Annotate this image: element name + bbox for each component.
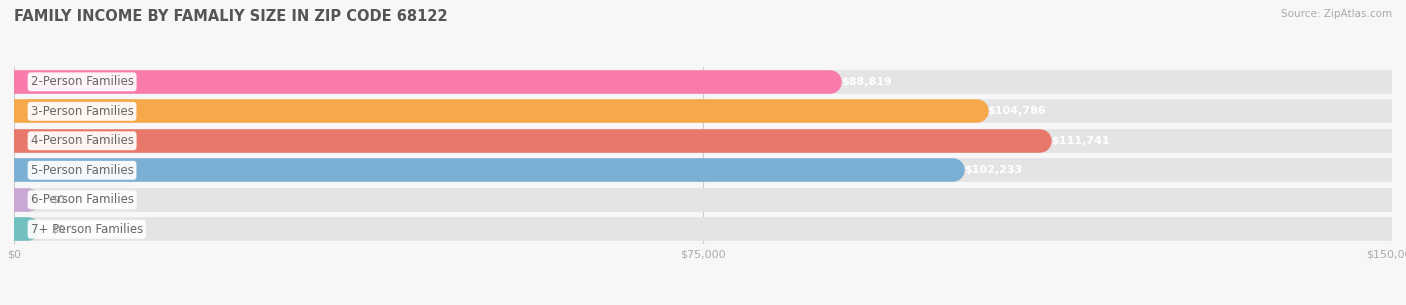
Text: FAMILY INCOME BY FAMALIY SIZE IN ZIP CODE 68122: FAMILY INCOME BY FAMALIY SIZE IN ZIP COD… [14,9,447,24]
Text: 7+ Person Families: 7+ Person Families [31,223,143,236]
Text: 5-Person Families: 5-Person Families [31,164,134,177]
Text: $0: $0 [51,224,65,234]
Text: 6-Person Families: 6-Person Families [31,193,134,206]
Text: $111,741: $111,741 [1052,136,1111,146]
Text: 4-Person Families: 4-Person Families [31,134,134,147]
Text: $0: $0 [51,195,65,205]
Text: $88,819: $88,819 [841,77,891,87]
Text: $102,233: $102,233 [965,165,1022,175]
Text: 3-Person Families: 3-Person Families [31,105,134,118]
Text: Source: ZipAtlas.com: Source: ZipAtlas.com [1281,9,1392,19]
Text: $104,786: $104,786 [987,106,1046,116]
Text: 2-Person Families: 2-Person Families [31,75,134,88]
